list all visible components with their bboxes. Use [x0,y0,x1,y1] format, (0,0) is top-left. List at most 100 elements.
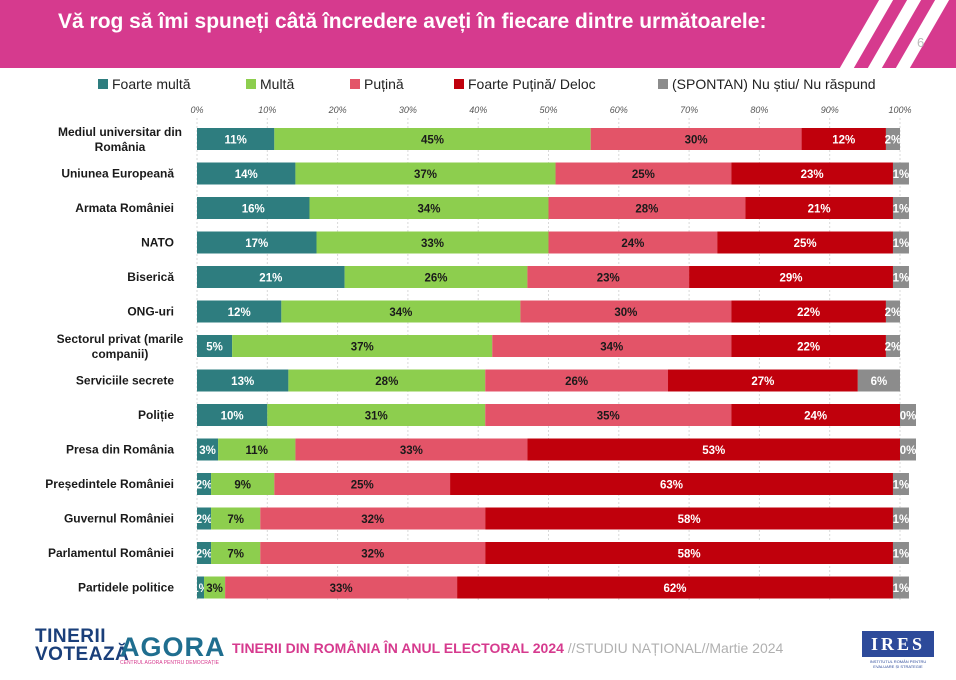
data-label: 28% [375,376,398,388]
category-label: Guvernul României [64,512,174,526]
bar-segment [892,542,909,564]
data-label: 17% [245,238,268,250]
legend-label: (SPONTAN) Nu știu/ Nu răspund [672,76,876,92]
bar-segment [211,507,261,530]
bar-segment [857,369,900,392]
bar-segment [731,300,886,323]
legend-item: Foarte multă [98,76,191,92]
data-label: 30% [614,307,637,319]
bar-segment [731,335,886,357]
data-label: 22% [797,307,820,319]
bar-segment [745,197,893,219]
data-label: 45% [421,135,444,147]
bar-segment [892,231,909,254]
data-label: 2% [885,307,902,319]
data-label: 11% [246,445,268,457]
data-label: 21% [808,204,831,216]
bar-segment [527,438,900,461]
data-label: 29% [780,273,803,285]
bar-segment [197,473,212,495]
legend-swatch [98,79,108,89]
category-label: Partidele politice [78,581,174,595]
bar-segment [197,231,317,254]
bar-segment [900,404,916,426]
legend-item: Puțină [350,76,404,92]
category-label: Uniunea Europeană [61,167,174,181]
data-label: 3% [199,445,216,457]
bar-segment [197,266,345,288]
category-label: NATO [141,236,174,250]
ires-logo: IRES [862,631,934,657]
legend-label: Puțină [364,76,404,92]
x-tick-label: 90% [821,105,839,115]
category-label: Serviciile secrete [76,374,174,388]
legend-item: Multă [246,76,294,92]
data-label: 25% [632,169,655,181]
data-label: 25% [794,238,817,250]
agora-logo: AGORA [120,632,226,662]
legend-item: (SPONTAN) Nu știu/ Nu răspund [658,76,876,92]
bar-segment [548,231,718,254]
tinerii-voteaza-logo: TINERII VOTEAZĂ [35,626,130,665]
data-label: 7% [227,549,244,561]
bar-segment [260,542,486,564]
data-label: 9% [234,480,251,492]
x-tick-label: 0% [190,105,203,115]
data-label: 34% [600,342,623,354]
legend-label: Multă [260,76,295,92]
bar-segment [295,162,556,185]
data-label: 30% [685,135,708,147]
bar-segment [232,335,493,357]
bar-segment [892,266,909,288]
data-label: 1% [893,238,910,250]
stacked-bar-chart: 0% 10% 20% 30% 40% 50% 60% 70% 80% 90% 100% Mediul … [45,105,917,600]
bar-segment [309,197,549,219]
data-label: 33% [330,583,353,595]
bar-segment [731,162,893,185]
data-label: 31% [365,411,388,423]
category-label: ONG-uri [127,305,174,319]
bar-segment [485,507,893,530]
bar-segment [450,473,893,495]
data-label: 33% [421,238,444,250]
data-label: 27% [751,376,774,388]
bar-segment [492,335,732,357]
data-label: 32% [361,514,384,526]
ires-logo-subtitle: INSTITUTUL ROMÂN PENTRU EVALUARE ȘI STRA… [869,659,927,669]
data-label: 58% [678,549,701,561]
bar-segment [197,576,205,599]
bar-segment [485,542,893,564]
x-tick-label: 60% [610,105,628,115]
footer-title-main: TINERII DIN ROMÂNIA ÎN ANUL ELECTORAL 20… [232,640,564,656]
bar-segment [316,231,549,254]
bar-segment [274,473,451,495]
data-label: 34% [417,204,440,216]
legend-swatch [658,79,668,89]
bar-segment [900,438,916,461]
bar-segment [689,266,893,288]
legend-label: Foarte multă [112,76,191,92]
data-label: 5% [206,342,223,354]
bar-segment [801,128,886,150]
bar-segment [527,266,690,288]
data-label: 1% [893,514,910,526]
footer-title-sub: //STUDIU NAȚIONAL//Martie 2024 [563,640,784,656]
legend-swatch [246,79,256,89]
data-label: 32% [361,549,384,561]
page-number: 6 [917,35,925,50]
agora-logo-subtitle: CENTRUL AGORA PENTRU DEMOCRAȚIE [120,660,219,666]
bar-segment [197,542,212,564]
x-tick-label: 100% [888,105,911,115]
data-label: 21% [259,273,282,285]
data-label: 10% [221,411,244,423]
bar-segment [225,576,458,599]
data-label: 26% [425,273,448,285]
bar-segment [590,128,802,150]
data-label: 63% [660,480,683,492]
bar-segment [197,128,275,150]
data-label: 0% [900,445,917,457]
bar-segment [457,576,893,599]
data-label: 0% [900,411,917,423]
data-label: 11% [224,135,246,147]
data-label: 23% [597,273,620,285]
